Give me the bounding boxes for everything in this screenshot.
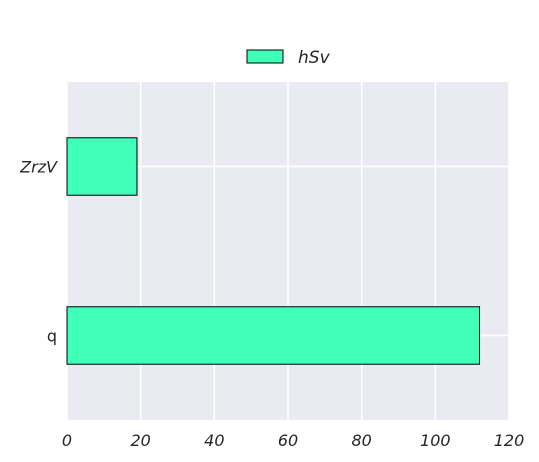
x-tick-label: 80 (351, 431, 371, 450)
bar-zrzv (66, 137, 138, 196)
legend-label-hsv: hSv (298, 48, 331, 68)
x-tick-label: 100 (420, 431, 451, 450)
legend-swatch-hsv (246, 49, 284, 64)
x-axis-ticks: 0 20 40 60 80 100 120 (62, 431, 524, 450)
x-tick-label: 60 (278, 431, 298, 450)
x-tick-label: 40 (204, 431, 224, 450)
x-tick-label: 0 (62, 431, 72, 450)
x-tick-label: 120 (494, 431, 525, 450)
y-category-label: ZrzV (19, 158, 58, 177)
bar-q (66, 306, 481, 365)
legend: hSv (246, 48, 331, 68)
x-tick-label: 20 (130, 431, 150, 450)
y-axis-categories: ZrzV q (19, 158, 58, 346)
bars (66, 137, 481, 365)
y-category-label: q (47, 327, 57, 346)
